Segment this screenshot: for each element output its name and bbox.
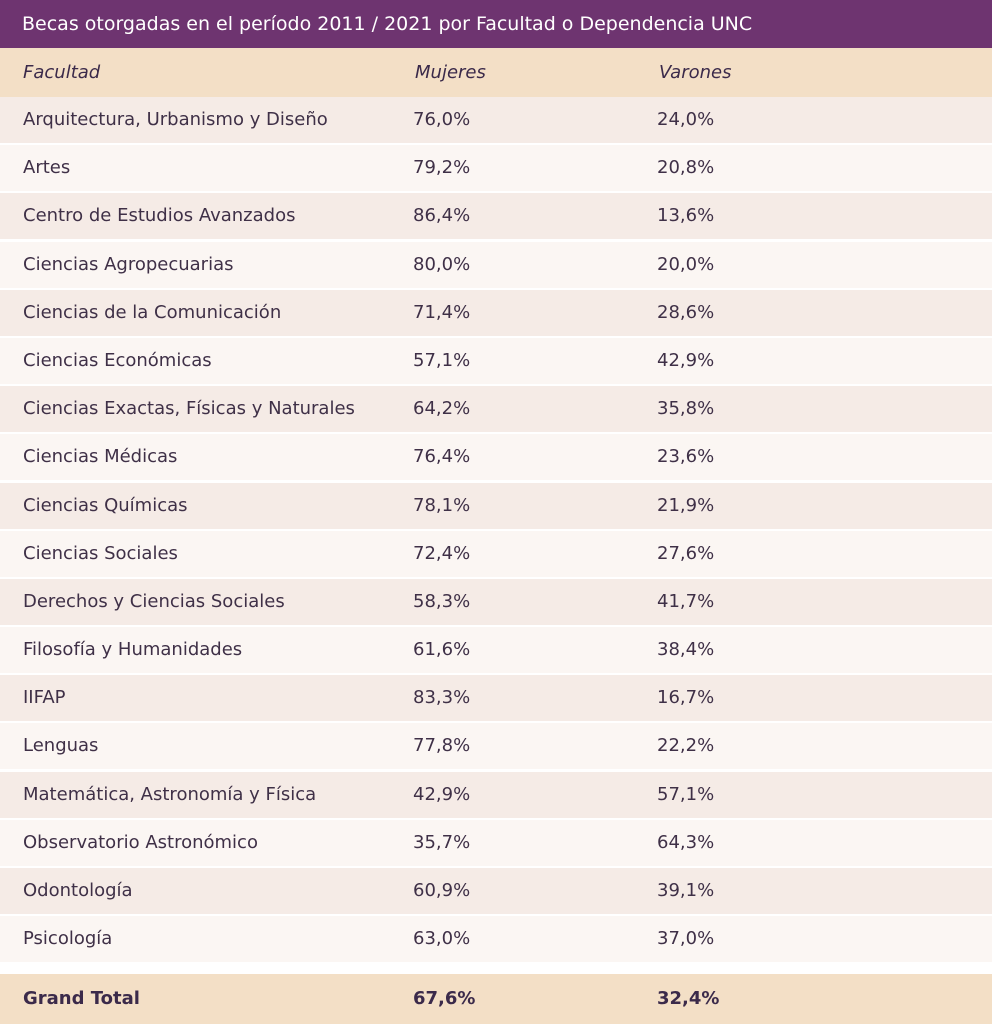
- table-row: Ciencias Económicas 57,1% 42,9%: [0, 337, 992, 384]
- cell-varones: 28,6%: [657, 301, 715, 323]
- table-row: Matemática, Astronomía y Física 42,9% 57…: [0, 771, 992, 818]
- cell-varones: 41,7%: [657, 590, 715, 612]
- cell-varones: 21,9%: [657, 494, 715, 516]
- table-row: Centro de Estudios Avanzados 86,4% 13,6%: [0, 193, 992, 240]
- cell-mujeres: 80,0%: [413, 253, 471, 275]
- table-row: Derechos y Ciencias Sociales 58,3% 41,7%: [0, 578, 992, 625]
- cell-facultad: Centro de Estudios Avanzados: [23, 205, 296, 227]
- cell-varones: 27,6%: [657, 542, 715, 564]
- cell-mujeres: 78,1%: [413, 494, 471, 516]
- cell-varones: 37,0%: [657, 928, 715, 950]
- cell-varones: 57,1%: [657, 783, 715, 805]
- cell-facultad: Odontología: [23, 880, 133, 901]
- cell-facultad: Matemática, Astronomía y Física: [23, 783, 317, 805]
- cell-facultad: Ciencias Médicas: [23, 446, 178, 468]
- cell-varones: 38,4%: [657, 639, 715, 661]
- cell-mujeres: 63,0%: [413, 928, 471, 950]
- cell-mujeres: 35,7%: [413, 831, 471, 853]
- total-separator: [0, 965, 992, 974]
- cell-varones: 20,8%: [657, 157, 715, 179]
- table-header: Facultad Mujeres Varones: [0, 48, 992, 97]
- cell-mujeres: 64,2%: [413, 398, 471, 420]
- cell-facultad: Psicología: [23, 928, 113, 950]
- table-title: Becas otorgadas en el período 2011 / 202…: [0, 0, 992, 48]
- header-varones: Varones: [659, 62, 732, 83]
- cell-varones: 23,6%: [657, 446, 715, 468]
- cell-varones: 42,9%: [657, 349, 715, 371]
- cell-varones: 22,2%: [657, 735, 715, 757]
- cell-mujeres: 57,1%: [413, 349, 471, 371]
- table-row: Ciencias Médicas 76,4% 23,6%: [0, 434, 992, 481]
- cell-mujeres: 60,9%: [413, 880, 471, 901]
- total-mujeres: 67,6%: [413, 988, 476, 1009]
- cell-varones: 35,8%: [657, 398, 715, 420]
- cell-mujeres: 72,4%: [413, 542, 471, 564]
- cell-facultad: Ciencias Económicas: [23, 349, 212, 371]
- cell-facultad: Arquitectura, Urbanismo y Diseño: [23, 109, 328, 130]
- total-varones: 32,4%: [657, 988, 720, 1009]
- cell-facultad: Artes: [23, 157, 71, 179]
- cell-mujeres: 71,4%: [413, 301, 471, 323]
- table-row: Ciencias de la Comunicación 71,4% 28,6%: [0, 289, 992, 336]
- cell-mujeres: 86,4%: [413, 205, 471, 227]
- cell-facultad: Lenguas: [23, 735, 99, 757]
- total-label: Grand Total: [23, 988, 140, 1009]
- cell-facultad: Ciencias Químicas: [23, 494, 188, 516]
- table-row: Arquitectura, Urbanismo y Diseño 76,0% 2…: [0, 97, 992, 143]
- cell-facultad: Derechos y Ciencias Sociales: [23, 590, 285, 612]
- table-row: IIFAP 83,3% 16,7%: [0, 675, 992, 722]
- cell-varones: 16,7%: [657, 687, 715, 709]
- cell-facultad: Filosofía y Humanidades: [23, 639, 243, 661]
- total-row: Grand Total 67,6% 32,4%: [0, 974, 992, 1024]
- cell-varones: 20,0%: [657, 253, 715, 275]
- table-row: Filosofía y Humanidades 61,6% 38,4%: [0, 627, 992, 674]
- cell-facultad: Ciencias Agropecuarias: [23, 253, 234, 275]
- table-row: Lenguas 77,8% 22,2%: [0, 723, 992, 770]
- cell-varones: 39,1%: [657, 880, 715, 901]
- cell-varones: 13,6%: [657, 205, 715, 227]
- table-row: Artes 79,2% 20,8%: [0, 145, 992, 192]
- cell-mujeres: 61,6%: [413, 639, 471, 661]
- table-row: Ciencias Agropecuarias 80,0% 20,0%: [0, 241, 992, 288]
- table-row: Observatorio Astronómico 35,7% 64,3%: [0, 819, 992, 866]
- cell-varones: 64,3%: [657, 831, 715, 853]
- table-row: Psicología 63,0% 37,0%: [0, 916, 992, 963]
- cell-mujeres: 76,4%: [413, 446, 471, 468]
- cell-facultad: Observatorio Astronómico: [23, 831, 258, 853]
- cell-mujeres: 77,8%: [413, 735, 471, 757]
- cell-mujeres: 83,3%: [413, 687, 471, 709]
- cell-facultad: Ciencias Exactas, Físicas y Naturales: [23, 398, 355, 420]
- cell-mujeres: 79,2%: [413, 157, 471, 179]
- cell-facultad: Ciencias Sociales: [23, 542, 178, 564]
- table-row: Ciencias Exactas, Físicas y Naturales 64…: [0, 386, 992, 433]
- cell-facultad: IIFAP: [23, 687, 66, 709]
- header-facultad: Facultad: [23, 62, 101, 83]
- table-row: Ciencias Sociales 72,4% 27,6%: [0, 530, 992, 577]
- cell-facultad: Ciencias de la Comunicación: [23, 301, 282, 323]
- cell-mujeres: 42,9%: [413, 783, 471, 805]
- cell-mujeres: 76,0%: [413, 109, 471, 130]
- table-body: Arquitectura, Urbanismo y Diseño 76,0% 2…: [0, 97, 992, 964]
- header-mujeres: Mujeres: [415, 62, 486, 83]
- table-row: Ciencias Químicas 78,1% 21,9%: [0, 482, 992, 529]
- cell-varones: 24,0%: [657, 109, 715, 130]
- table-row: Odontología 60,9% 39,1%: [0, 868, 992, 914]
- cell-mujeres: 58,3%: [413, 590, 471, 612]
